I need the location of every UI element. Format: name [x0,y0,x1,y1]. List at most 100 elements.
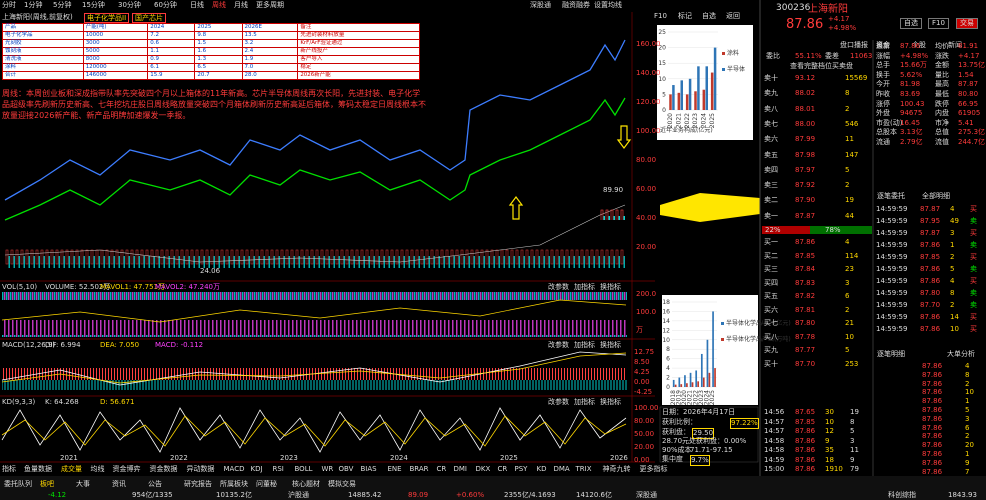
status-tab[interactable]: 板吧 [40,480,54,488]
indicator-tab[interactable]: KD [536,465,547,473]
y-axis-label: 160.00 [636,40,661,48]
indicator-tab[interactable]: DMI [453,465,468,473]
indicator-tab[interactable]: 均线 [90,465,105,473]
period-tab[interactable]: 60分钟 [154,1,177,9]
y-tick-label: 6 [666,356,670,363]
stock-code: 300236 [776,3,811,13]
indicator-tab[interactable]: 异动数据 [186,465,215,473]
ask-cell: 卖一 [764,211,778,220]
status-tab[interactable]: 公告 [148,480,162,488]
period-tab[interactable]: 30分钟 [118,1,141,9]
status-tab[interactable]: 委托队列 [4,480,32,488]
status-tab[interactable]: 资讯 [112,480,126,488]
indicator-tab[interactable]: 资金博弈 [112,465,141,473]
panel-button[interactable]: 换指标 [600,398,621,406]
tab[interactable]: 盘口播报 [840,41,868,49]
status-tab[interactable]: 模拟交易 [328,480,356,488]
link[interactable]: 查看完整档位买卖盘 [790,62,853,70]
indicator-tab[interactable]: PSY [514,465,528,473]
indicator-tab[interactable]: DMA [553,465,570,473]
status-tab[interactable]: 问董秘 [256,480,277,488]
indicator-tab[interactable]: 资金数据 [149,465,178,473]
indicator-tab[interactable]: ENE [387,465,402,473]
indicator-tab[interactable]: 成交量 [61,465,82,473]
y-axis-label: 20.00 [634,443,655,451]
link[interactable]: 深股通 [530,1,551,9]
bid-cell: 21 [845,319,854,327]
ask-cell: 87.98 [795,150,816,159]
link[interactable]: 融资融券 [562,1,590,9]
panel-button[interactable]: 改参数 [548,283,569,291]
nav-button[interactable]: 自选 [702,12,716,20]
link[interactable]: 设置均线 [594,1,622,9]
indicator-tab[interactable]: 神奇九转 [602,465,631,473]
indicator-tab[interactable]: BOLL [294,465,313,473]
tab[interactable]: 大单分析 [947,350,975,358]
tab[interactable]: 个股 [912,41,926,49]
period-tab[interactable]: 日线 [190,1,204,9]
period-tab[interactable]: 周线 [212,1,226,9]
x-tick-label: 2018 [670,390,677,405]
tab[interactable]: 资金 [876,41,890,49]
bid-cell: 买九 [764,346,778,354]
indicator-tab[interactable]: 更多指标 [639,465,668,473]
button[interactable]: F10 [928,18,949,29]
indicator-tab[interactable]: RSI [272,465,284,473]
indicator-tab[interactable]: BRAR [409,465,429,473]
period-tab[interactable]: 15分钟 [82,1,105,9]
low-marker: 24.06 [200,267,221,275]
indicator-tab[interactable]: 指标 [2,465,16,473]
index-value: 954亿/1335 [132,491,173,499]
indicator-tab[interactable]: WR [321,465,334,473]
x-tick-label: 2024 [701,113,708,128]
status-tab[interactable]: 所属板块 [220,480,248,488]
indicator-tab[interactable]: MACD [223,465,245,473]
tab[interactable]: 逐笔明细 [877,350,905,358]
x-axis-label: 2021 [60,454,78,462]
annotation: 周线：本周创业板和深成指带队率先突破四个月以上箱体的11年新高。芯片半导体周线再… [2,89,426,120]
legend-entry: 半导体化学品产出(万吨) [726,335,791,343]
period-tab[interactable]: 更多周期 [256,1,284,9]
index-value: 14120.6亿 [576,491,612,499]
panel-button[interactable]: 换指标 [600,341,621,349]
tab[interactable]: 新闻 [948,41,962,49]
status-tab[interactable]: 大事 [76,480,90,488]
button[interactable]: 交易 [956,18,978,29]
panel-button[interactable]: 加指标 [574,398,595,406]
minute-cell: 87.86 [795,427,816,435]
indicator-tab[interactable]: TRIX [575,465,592,473]
panel-button[interactable]: 加指标 [574,341,595,349]
nav-button[interactable]: F10 [654,12,667,20]
index-value: +0.60% [456,491,485,499]
panel-button[interactable]: 改参数 [548,398,569,406]
indicator-tab[interactable]: OBV [338,465,354,473]
indicator-tab[interactable]: CR [497,465,508,473]
indicator-tab[interactable]: DKX [475,465,491,473]
panel-button[interactable]: 加指标 [574,283,595,291]
indicator-tab[interactable]: BIAS [360,465,377,473]
indicator-tab[interactable]: CR [436,465,447,473]
indicator-value: MAVOL1: 47.751万 [100,283,165,291]
nav-button[interactable]: 返回 [726,12,740,20]
indicator-name: KD(9,3,3) [2,398,36,406]
mini-chart-title: 近年业务构成(亿元) [660,126,713,134]
indicator-tab[interactable]: KDJ [250,465,263,473]
panel-button[interactable]: 改参数 [548,341,569,349]
bar [678,377,681,387]
period-tab[interactable]: 5分钟 [53,1,72,9]
period-tab[interactable]: 月线 [234,1,248,9]
panel-button[interactable]: 换指标 [600,283,621,291]
status-tab[interactable]: 核心题材 [292,480,320,488]
ask-cell: 卖二 [764,196,778,205]
ratio-text: 22% [765,226,781,234]
deal-cell: 20 [965,441,974,450]
tab[interactable]: 逐笔委托 [877,192,905,200]
stat-cell: 最低 [935,90,949,98]
status-tab[interactable]: 研究报告 [184,480,212,488]
button[interactable]: 自选 [900,18,922,29]
period-tab[interactable]: 1分钟 [24,1,43,9]
nav-button[interactable]: 标记 [678,12,692,20]
tab[interactable]: 全部明细 [922,192,950,200]
period-tab[interactable]: 分时 [2,1,16,9]
indicator-tab[interactable]: 鱼量数据 [24,465,52,473]
